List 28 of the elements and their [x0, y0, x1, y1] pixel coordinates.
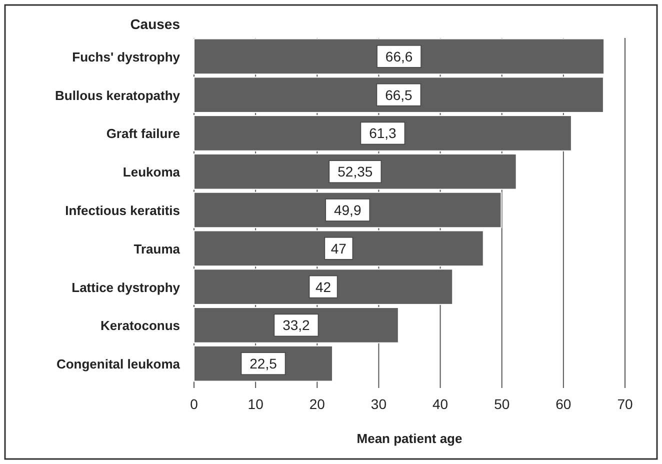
y-tick-label: Congenital leukoma — [56, 356, 181, 372]
x-tick-label: 50 — [494, 396, 510, 412]
y-tick-label: Infectious keratitis — [65, 203, 180, 218]
x-tick-label: 10 — [248, 396, 264, 412]
x-tick-label: 60 — [556, 396, 572, 412]
data-label: 61,3 — [369, 125, 397, 142]
x-tick-label: 40 — [432, 396, 448, 412]
y-tick-label: Bullous keratopathy — [55, 88, 181, 103]
x-tick-label: 20 — [309, 396, 326, 412]
data-label: 66,5 — [385, 86, 413, 103]
data-label: 22,5 — [250, 356, 278, 372]
x-tick-label: 70 — [617, 396, 633, 412]
y-tick-label: Keratoconus — [100, 318, 180, 334]
data-label: 66,6 — [385, 48, 413, 64]
x-tick-label: 30 — [370, 396, 387, 412]
y-tick-label: Trauma — [134, 241, 181, 256]
y-tick-label: Fuchs' dystrophy — [72, 49, 181, 64]
y-tick-label: Leukoma — [122, 164, 181, 180]
data-label: 49,9 — [334, 202, 362, 218]
data-label: 33,2 — [282, 317, 310, 334]
y-tick-label: Lattice dystrophy — [72, 280, 181, 295]
data-label: 42 — [316, 278, 332, 295]
x-axis-title: Mean patient age — [356, 431, 462, 446]
y-axis-title: Causes — [130, 16, 180, 32]
y-tick-label: Graft failure — [106, 126, 180, 142]
data-label: 47 — [330, 240, 347, 256]
x-tick-label: 0 — [190, 396, 198, 412]
data-label: 52,35 — [338, 164, 373, 180]
